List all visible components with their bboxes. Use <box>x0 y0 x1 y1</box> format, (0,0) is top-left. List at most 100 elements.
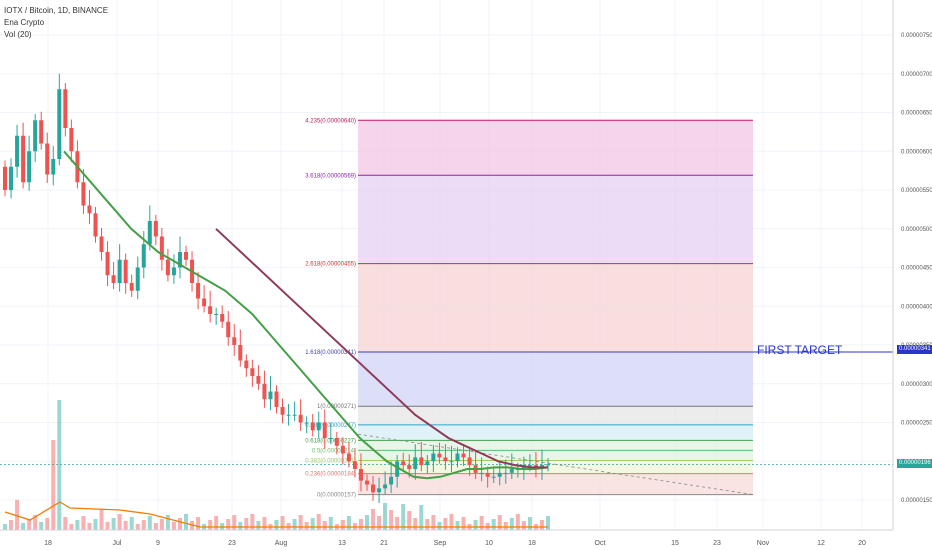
fib-level-label: 2.618(0.00000455) <box>305 262 356 268</box>
candle-body <box>461 453 466 458</box>
candle-body <box>81 182 86 206</box>
candle-body <box>87 205 92 214</box>
candle-body <box>286 414 291 416</box>
fib-zone <box>358 175 753 264</box>
volume-bar <box>196 517 201 530</box>
fib-level-label: 1.618(0.00000341) <box>305 350 356 356</box>
candle-body <box>455 453 460 462</box>
symbol-title: IOTX / Bitcoin, 1D, BINANCE <box>4 6 109 15</box>
candle-body <box>383 484 388 489</box>
volume-bar <box>274 520 279 530</box>
fib-zone <box>358 351 753 407</box>
volume-bar <box>371 509 376 530</box>
fib-level-label: 0.5(0.00000214) <box>312 448 356 454</box>
fib-zone <box>358 406 753 425</box>
candle-body <box>316 422 321 431</box>
candlesticks <box>3 73 550 504</box>
price-tick-label: 0.00000700 <box>901 72 932 78</box>
time-tick-label: 23 <box>713 540 721 547</box>
target-price-tag: 0.00000341 <box>897 345 932 354</box>
time-tick-label: 23 <box>228 540 236 547</box>
price-axis: 0.00000750 0.00000700 0.00000650 0.00000600… <box>892 0 932 530</box>
last-price-tag: 0.00000196 <box>897 459 932 468</box>
candle-body <box>413 457 418 469</box>
candle-body <box>165 259 170 276</box>
volume-bar <box>503 522 508 530</box>
candle-body <box>226 321 231 338</box>
candle-body <box>232 337 237 345</box>
volume-bar <box>57 400 62 530</box>
volume-bar <box>232 515 237 530</box>
time-tick-label: Aug <box>275 540 288 547</box>
volume-bar <box>208 520 213 530</box>
candle-body <box>238 345 243 361</box>
candle-body <box>184 252 188 260</box>
volume-bar <box>129 517 134 530</box>
candle-body <box>365 480 369 485</box>
volume-bar <box>413 518 418 530</box>
price-tick-label: 0.00000550 <box>901 188 932 194</box>
volume-bar <box>226 519 231 530</box>
volume-bar <box>395 517 400 530</box>
volume-bar <box>69 524 74 530</box>
volume-bar <box>383 503 388 530</box>
volume-bar <box>443 518 448 530</box>
candle-body <box>244 360 249 369</box>
volume-bar <box>521 521 526 530</box>
candle-body <box>153 221 158 237</box>
candle-body <box>111 275 116 283</box>
volume-bar <box>425 519 430 530</box>
candle-body <box>509 469 514 473</box>
time-tick-label: 20 <box>858 540 866 547</box>
volume-bar <box>81 516 86 530</box>
volume-bar <box>455 521 460 530</box>
volume-bar <box>99 510 104 530</box>
fib-level-label: 1(0.00000271) <box>317 404 356 410</box>
volume-bar <box>244 518 249 530</box>
volume-bar <box>123 521 128 530</box>
volume-bar <box>389 510 394 530</box>
volume-bar <box>527 517 532 530</box>
time-tick-label: 15 <box>671 540 679 547</box>
volume-bar <box>304 522 309 530</box>
volume-bar <box>250 514 255 530</box>
volume-bar <box>165 515 170 530</box>
volume-bar <box>75 520 80 530</box>
volume-ma-line <box>4 501 548 528</box>
time-tick-label: 10 <box>485 540 493 547</box>
candle-body <box>274 391 279 407</box>
indicator-ena-crypto: Ena Crypto <box>4 18 45 27</box>
candle-body <box>443 457 448 462</box>
candle-body <box>497 472 502 477</box>
time-tick-label: 9 <box>156 540 160 547</box>
volume-bar <box>93 519 98 530</box>
fib-zone <box>358 424 753 441</box>
candle-body <box>171 267 176 276</box>
volume-bar <box>509 518 514 530</box>
volume-bar <box>346 516 351 530</box>
volume-bars <box>3 400 550 530</box>
trend-line <box>357 433 754 495</box>
candle-body <box>159 236 164 260</box>
volume-bar <box>105 522 110 530</box>
volume-bar <box>21 523 26 530</box>
candle-body <box>328 438 333 439</box>
candle-body <box>340 445 345 454</box>
volume-bar <box>358 519 363 530</box>
volume-bar <box>322 521 327 530</box>
volume-bar <box>479 516 484 530</box>
price-tick-label: 0.00000450 <box>901 266 932 272</box>
volume-bar <box>419 505 424 530</box>
candle-body <box>268 391 273 400</box>
first-target-label: FIRST TARGET <box>757 343 843 357</box>
fib-zone <box>358 120 753 176</box>
candle-body <box>99 236 104 252</box>
fib-level-label: 4.235(0.00000640) <box>305 118 356 124</box>
candle-body <box>449 461 454 463</box>
candle-body <box>352 461 357 469</box>
price-tick-label: 0.00000650 <box>901 111 932 117</box>
candle-body <box>527 465 532 467</box>
candle-body <box>250 368 255 376</box>
volume-bar <box>153 523 158 530</box>
